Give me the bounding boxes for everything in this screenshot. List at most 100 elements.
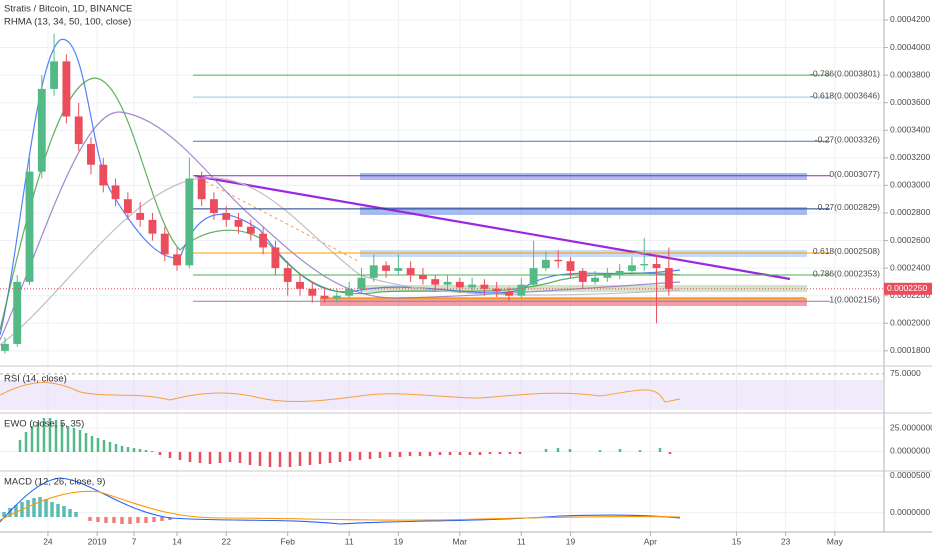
candle-body — [652, 263, 661, 269]
ewo-histogram — [18, 418, 662, 452]
rsi-line — [0, 382, 681, 403]
fib-label: 0(0.0003077) — [829, 169, 880, 179]
candle-body — [37, 88, 46, 172]
y-tick-label: 0.0002800 — [890, 207, 930, 217]
signal-line — [0, 490, 681, 521]
y-tick-label: 0.0003200 — [890, 152, 930, 162]
candle-body — [136, 212, 145, 220]
candle-body — [332, 295, 341, 299]
candle-body — [492, 288, 501, 292]
candle-body — [308, 288, 317, 296]
candle-body — [394, 268, 403, 271]
candle-body — [0, 343, 9, 351]
candle-body — [173, 254, 181, 266]
x-tick-label: 7 — [132, 536, 137, 546]
fib-label: 0.618(0.0002508) — [813, 246, 880, 256]
fib-label: -0.786(0.0003801) — [810, 68, 880, 78]
last-price-label: 0.0002250 — [887, 283, 927, 293]
candle-body — [615, 270, 624, 276]
panel-title: RSI (14, close) — [4, 374, 67, 385]
zone-box — [360, 250, 807, 257]
candle-body — [357, 277, 366, 289]
y-tick-label: 0.0000000 — [890, 507, 930, 517]
x-tick-label: Mar — [453, 536, 468, 546]
candles — [0, 33, 884, 354]
candle-body — [222, 212, 231, 220]
fib-label: 0.27(0.0002829) — [818, 202, 881, 212]
candle-body — [566, 261, 575, 271]
candle-body — [591, 277, 600, 282]
candle-body — [123, 199, 132, 213]
x-tick-label: 23 — [781, 536, 791, 546]
y-tick-label: 0.0002200 — [890, 290, 930, 300]
x-tick-label: 19 — [566, 536, 576, 546]
y-tick-label: 0.0002600 — [890, 235, 930, 245]
candle-body — [419, 275, 427, 280]
x-tick-label: May — [827, 536, 844, 546]
candle-body — [455, 281, 464, 288]
rsi-band — [0, 380, 884, 410]
candle-body — [443, 281, 452, 285]
candle-body — [406, 268, 415, 276]
zone-box — [320, 298, 807, 306]
candle-body — [296, 281, 304, 289]
candle-body — [640, 263, 649, 266]
x-tick-label: 19 — [394, 536, 404, 546]
x-tick-label: Apr — [644, 536, 657, 546]
grid — [0, 0, 884, 532]
candle-body — [160, 233, 169, 255]
x-tick-label: 11 — [517, 536, 526, 546]
candle-body — [529, 268, 538, 285]
x-tick-label: 2019 — [88, 536, 107, 546]
candle-body — [87, 144, 95, 165]
x-tick-label: Feb — [280, 536, 295, 546]
candle-body — [74, 116, 83, 145]
candle-body — [25, 171, 34, 282]
candle-body — [148, 219, 157, 234]
trend-projection — [194, 175, 361, 263]
macd-histogram — [88, 517, 172, 524]
y-tick-label: 0.0002000 — [890, 318, 930, 328]
y-tick-label: 0.0004200 — [890, 14, 930, 24]
candle-body — [234, 219, 243, 227]
fib-label: 0.786(0.0002353) — [813, 268, 880, 278]
x-tick-label: 24 — [43, 536, 53, 546]
labels: 0.0004200 0.0004000 0.0003800 0.0003600 0.00… — [43, 14, 932, 546]
zone-box — [360, 173, 807, 180]
candle-body — [382, 265, 390, 271]
candle-body — [517, 284, 526, 296]
y-tick-label: 0.0000500 — [890, 470, 930, 480]
fib-label: -0.618(0.0003646) — [810, 90, 880, 100]
candle-body — [578, 270, 587, 282]
y-tick-label: 0.0003400 — [890, 125, 930, 135]
panel-title: MACD (12, 26, close, 9) — [4, 477, 105, 488]
last-price-box — [884, 282, 932, 295]
candle-body — [246, 226, 255, 234]
candle-body — [369, 265, 378, 278]
y-tick-label: 0.0004000 — [890, 42, 930, 52]
candle-body — [50, 61, 59, 89]
candle-body — [259, 233, 268, 248]
y-tick-label: 0.0001800 — [890, 345, 930, 355]
x-tick-label: 15 — [732, 536, 742, 546]
candle-body — [345, 288, 354, 296]
zone-box — [360, 207, 807, 215]
candle-body — [283, 268, 292, 282]
x-tick-label: 14 — [172, 536, 182, 546]
indicator-title: RHMA (13, 34, 50, 100, close) — [4, 17, 131, 28]
y-tick-label: 0.0002400 — [890, 262, 930, 272]
candle-body — [603, 275, 612, 278]
macd-line — [0, 477, 681, 525]
candle-body — [320, 295, 329, 299]
candle-body — [209, 199, 218, 213]
candle-body — [468, 284, 477, 288]
ewo-histogram — [158, 452, 672, 467]
candle-body — [99, 164, 108, 186]
panel-title: EWO (close, 5, 35) — [4, 419, 84, 430]
y-tick-label: 0.0003800 — [890, 69, 930, 79]
candle-body — [541, 259, 550, 269]
candle-body — [505, 291, 513, 296]
y-tick-label: 0.0000000 — [890, 446, 930, 456]
candle-body — [431, 279, 440, 285]
